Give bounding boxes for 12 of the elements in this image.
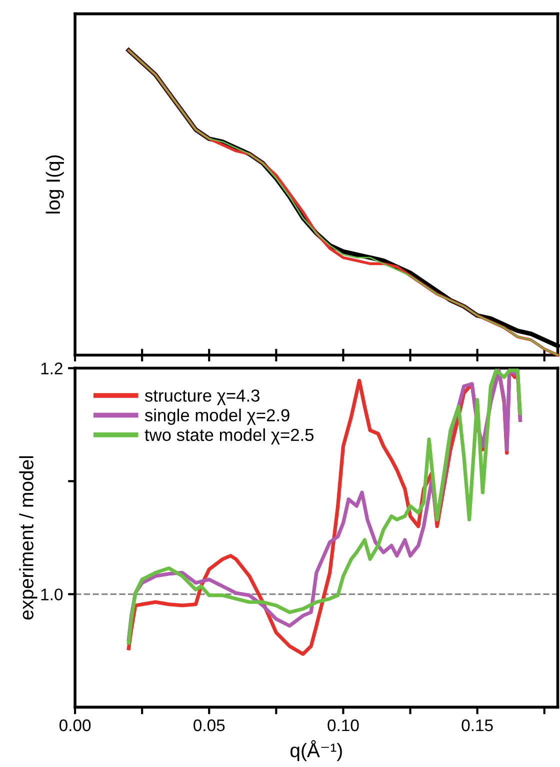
x-tick-label: 0.05 — [194, 719, 225, 732]
x-tick-label: 0.10 — [328, 719, 359, 732]
y-axis-title: experiment / model — [19, 456, 38, 620]
x-tick-label: 0.00 — [59, 719, 91, 732]
y-tick-label: 1.0 — [41, 588, 63, 600]
x-axis-title: q(Å⁻¹) — [290, 740, 342, 762]
y-tick-label: 1.2 — [41, 362, 62, 374]
y-axis-title: log I(q) — [46, 155, 64, 214]
legend-label: single model χ=2.9 — [144, 408, 290, 425]
x-tick-label: 0.15 — [462, 719, 493, 732]
legend-label: two state model χ=2.5 — [144, 428, 314, 444]
legend-label: structure χ=4.3 — [144, 389, 260, 406]
